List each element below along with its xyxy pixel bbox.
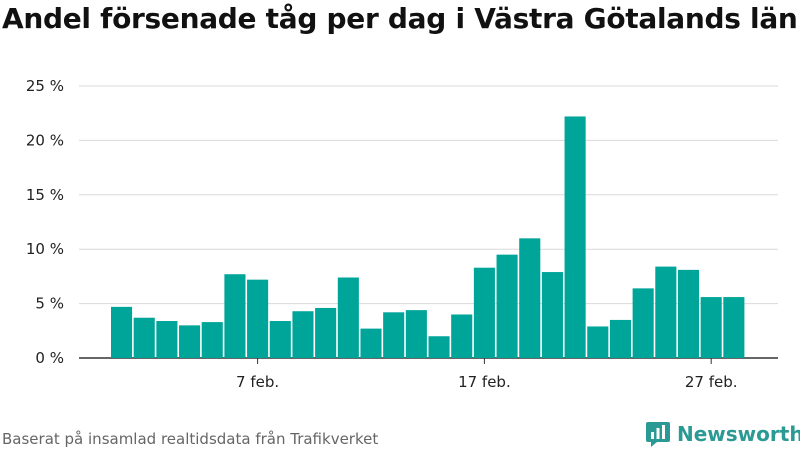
bars: [111, 116, 745, 359]
bar: [133, 317, 155, 358]
y-tick-label: 15 %: [26, 186, 64, 204]
bar: [541, 272, 563, 358]
bar: [473, 267, 495, 358]
bar: [587, 326, 609, 358]
x-axis-ticks: 7 feb. 17 feb. 27 feb.: [236, 358, 738, 391]
bar: [383, 312, 405, 358]
bar: [451, 314, 473, 358]
bar: [519, 238, 541, 358]
y-tick-label: 0 %: [35, 349, 64, 367]
newsworthy-logo: Newsworthy: [645, 420, 800, 448]
bar: [655, 266, 677, 358]
bar: [700, 297, 722, 358]
bar: [632, 288, 654, 358]
y-tick-label: 10 %: [26, 240, 64, 258]
bar: [111, 306, 133, 358]
bar: [564, 116, 586, 359]
bar: [337, 277, 359, 358]
x-tick-label: 27 feb.: [685, 373, 738, 391]
bar: [292, 311, 314, 358]
newsworthy-logo-text: Newsworthy: [677, 422, 800, 446]
bar: [247, 279, 269, 358]
bar: [156, 321, 178, 358]
bar: [224, 274, 246, 358]
x-tick-label: 7 feb.: [236, 373, 279, 391]
y-tick-label: 25 %: [26, 77, 64, 95]
newsworthy-logo-icon: [646, 422, 670, 447]
bar: [405, 310, 427, 358]
bar: [609, 319, 632, 358]
bar: [428, 336, 450, 358]
x-tick-label: 17 feb.: [458, 373, 511, 391]
bar: [496, 254, 518, 358]
bar: [677, 269, 700, 358]
bar: [179, 325, 201, 358]
bar: [201, 322, 223, 358]
bar: [269, 321, 291, 358]
chart-title: Andel försenade tåg per dag i Västra Göt…: [2, 2, 798, 35]
y-axis-ticks: 0 % 5 % 10 % 15 % 20 % 25 %: [26, 77, 64, 367]
bar-chart: 0 % 5 % 10 % 15 % 20 % 25 % 7 feb. 17 feb. 27 f…: [26, 77, 778, 391]
bar: [723, 297, 745, 358]
bar: [315, 307, 337, 358]
bar: [360, 328, 382, 358]
source-note: Baserat på insamlad realtidsdata från Tr…: [2, 430, 379, 448]
y-tick-label: 5 %: [35, 295, 64, 313]
y-tick-label: 20 %: [26, 131, 64, 149]
